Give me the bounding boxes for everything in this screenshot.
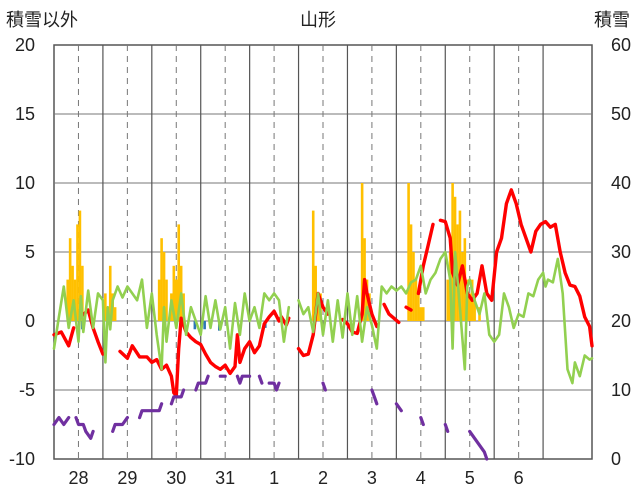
precipitation-bar bbox=[104, 293, 107, 321]
precipitation-bar bbox=[73, 279, 77, 321]
temperature-line bbox=[296, 291, 330, 358]
precipitation-bar bbox=[172, 265, 176, 321]
precipitation-bar bbox=[68, 238, 72, 321]
precipitation-bar bbox=[419, 307, 423, 321]
y-right-tick-label: 60 bbox=[611, 35, 631, 55]
x-tick-label: 29 bbox=[117, 468, 137, 488]
x-tick-label: 30 bbox=[166, 468, 186, 488]
precipitation-bar bbox=[76, 224, 79, 321]
snow-depth-line bbox=[394, 402, 403, 413]
precipitation-bar bbox=[165, 279, 168, 321]
precipitation-bar bbox=[160, 238, 163, 321]
y-right-tick-label: 20 bbox=[611, 311, 631, 331]
precipitation-bar bbox=[174, 279, 178, 321]
y-axis-left-label: 積雪以外 bbox=[6, 10, 78, 30]
precipitation-bar bbox=[314, 265, 317, 321]
snow-depth-line bbox=[235, 374, 252, 385]
temperature-line bbox=[416, 222, 435, 296]
precipitation-bar bbox=[78, 210, 82, 321]
y-axis-left: 20 15 10 5 0 -5 -10 bbox=[9, 35, 35, 469]
snow-depth-line bbox=[111, 416, 129, 433]
snow-depth-line bbox=[138, 402, 164, 420]
line-layer bbox=[52, 188, 594, 461]
precipitation-bar bbox=[409, 224, 413, 321]
y-right-tick-label: 50 bbox=[611, 104, 631, 124]
temperature-line bbox=[340, 277, 379, 336]
temperature-line bbox=[438, 188, 594, 348]
precipitation-bar bbox=[417, 293, 420, 321]
precipitation-bar bbox=[71, 265, 74, 321]
precipitation-bar bbox=[414, 279, 418, 321]
x-axis: 28 29 30 31 1 2 3 4 5 6 bbox=[68, 468, 523, 488]
precipitation-bar bbox=[407, 183, 410, 321]
snow-depth-line bbox=[370, 388, 379, 406]
temperature-line bbox=[382, 302, 401, 325]
x-tick-label: 5 bbox=[465, 468, 475, 488]
y-right-tick-label: 40 bbox=[611, 173, 631, 193]
snow-depth-line bbox=[419, 416, 425, 427]
x-tick-label: 28 bbox=[68, 468, 88, 488]
y-left-tick-label: 15 bbox=[15, 104, 35, 124]
snow-depth-line bbox=[257, 374, 264, 385]
precipitation-bar bbox=[157, 279, 161, 321]
x-tick-label: 2 bbox=[318, 468, 328, 488]
snow-depth-line bbox=[267, 381, 281, 392]
y-left-tick-label: 0 bbox=[25, 311, 35, 331]
precipitation-bar bbox=[177, 224, 181, 321]
wind-line bbox=[297, 250, 594, 385]
precipitation-bar bbox=[421, 307, 425, 321]
precipitation-bar bbox=[81, 265, 84, 321]
precipitation-bar bbox=[108, 265, 112, 321]
precipitation-bar bbox=[446, 279, 450, 321]
y-right-tick-label: 10 bbox=[611, 380, 631, 400]
precipitation-bar bbox=[311, 210, 315, 321]
y-axis-right: 60 50 40 30 20 10 0 bbox=[611, 35, 631, 469]
plot-area bbox=[52, 44, 594, 461]
precipitation-bar bbox=[458, 210, 462, 321]
snow-depth-line bbox=[74, 416, 95, 440]
temperature-line bbox=[118, 309, 291, 398]
y-left-tick-label: 10 bbox=[15, 173, 35, 193]
y-left-tick-label: -5 bbox=[19, 380, 35, 400]
precipitation-bar bbox=[461, 252, 464, 321]
precipitation-bar bbox=[162, 252, 166, 321]
x-tick-label: 6 bbox=[514, 468, 524, 488]
snow-depth-line bbox=[468, 429, 489, 461]
temperature-line bbox=[404, 305, 413, 312]
snow-depth-line bbox=[169, 388, 186, 406]
snow-depth-line bbox=[321, 381, 327, 392]
chart-title: 山形 bbox=[300, 10, 336, 30]
wind-line bbox=[52, 278, 291, 371]
y-left-tick-label: 20 bbox=[15, 35, 35, 55]
precipitation-bar bbox=[113, 307, 117, 321]
snow-depth-line bbox=[194, 374, 210, 392]
y-left-tick-label: -10 bbox=[9, 449, 35, 469]
grid bbox=[54, 45, 592, 459]
precipitation-bar bbox=[66, 279, 69, 321]
x-tick-label: 31 bbox=[215, 468, 235, 488]
precipitation-bar bbox=[473, 293, 476, 321]
x-tick-label: 3 bbox=[367, 468, 377, 488]
precipitation-bar bbox=[412, 252, 415, 321]
y-axis-right-label: 積雪 bbox=[594, 10, 630, 30]
precipitation-bar bbox=[360, 183, 364, 321]
snow-depth-line bbox=[443, 422, 450, 433]
y-right-tick-label: 30 bbox=[611, 242, 631, 262]
snow-depth-line bbox=[52, 416, 71, 427]
y-left-tick-label: 5 bbox=[25, 242, 35, 262]
y-right-tick-label: 0 bbox=[611, 449, 621, 469]
precipitation-minor-bar bbox=[193, 321, 197, 330]
precipitation-minor-bar bbox=[203, 321, 206, 330]
x-tick-label: 1 bbox=[269, 468, 279, 488]
x-tick-label: 4 bbox=[416, 468, 426, 488]
precipitation-bar bbox=[468, 293, 472, 321]
